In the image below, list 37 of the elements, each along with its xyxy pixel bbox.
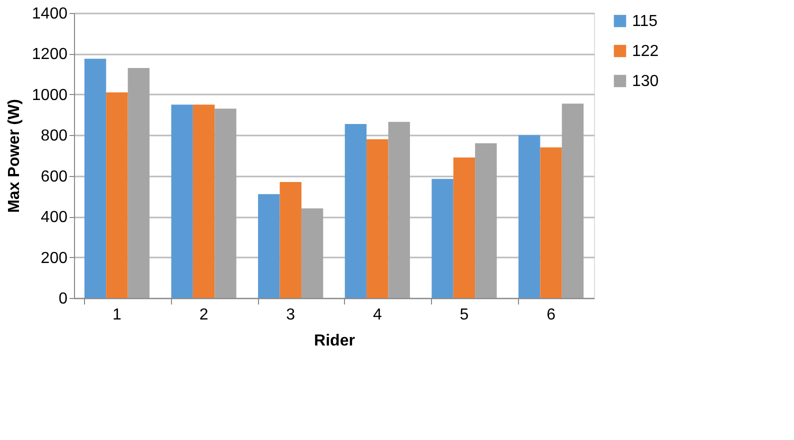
x-tick-label: 6 <box>546 306 556 324</box>
x-tick-label: 1 <box>112 306 122 324</box>
legend-label: 115 <box>632 13 658 30</box>
y-tick-label: 1400 <box>32 6 68 22</box>
bar <box>344 124 367 298</box>
bar <box>432 178 454 298</box>
x-tick-label: 3 <box>286 306 296 324</box>
bar <box>518 135 540 298</box>
bar <box>106 92 128 298</box>
bar <box>453 158 476 298</box>
bar <box>214 108 236 298</box>
bar <box>388 122 410 298</box>
y-tick-label: 800 <box>40 128 68 145</box>
bar <box>366 139 388 298</box>
bar <box>562 104 584 298</box>
bar <box>540 147 562 298</box>
bar <box>280 182 302 298</box>
y-tick-label: 400 <box>40 209 68 226</box>
bar <box>475 143 497 298</box>
bar <box>128 68 150 298</box>
y-tick-label: 200 <box>40 250 68 267</box>
legend-label: 122 <box>632 43 659 60</box>
x-tick-label: 4 <box>372 306 382 324</box>
bar <box>192 104 215 298</box>
y-tick-label: 0 <box>58 290 68 308</box>
x-tick-label: 5 <box>460 306 469 324</box>
y-tick-label: 1200 <box>32 46 68 64</box>
bar <box>258 194 280 298</box>
y-tick-label: 1000 <box>32 86 68 104</box>
x-axis-title: Rider <box>314 332 355 350</box>
bar <box>84 58 106 298</box>
legend-label: 130 <box>632 73 659 90</box>
x-tick-label: 2 <box>199 306 208 324</box>
bar <box>171 104 193 298</box>
y-tick-label: 600 <box>40 168 68 186</box>
y-axis-title: Max Power (W) <box>6 99 23 213</box>
bar <box>301 208 324 298</box>
